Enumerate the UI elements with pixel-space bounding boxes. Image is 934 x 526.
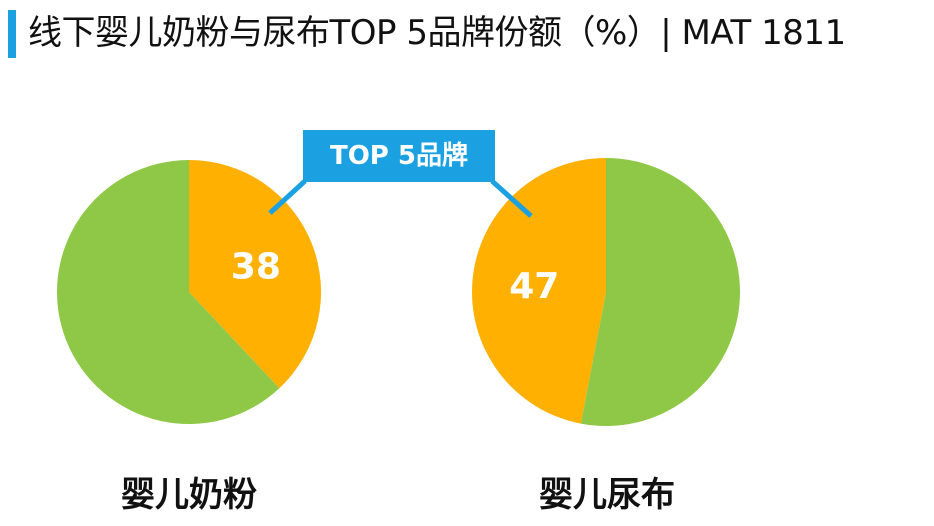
slice-top5 xyxy=(189,160,322,389)
callout-connector-left xyxy=(268,179,307,215)
pie-caption-milk-powder: 婴儿奶粉 xyxy=(121,475,257,515)
title-accent-bar xyxy=(8,10,16,58)
slice-top5 xyxy=(471,158,606,424)
pie-caption-diapers: 婴儿尿布 xyxy=(539,475,675,515)
callout-connector-right xyxy=(490,179,533,218)
top5-callout-box: TOP 5品牌 xyxy=(303,130,495,182)
slice-others xyxy=(580,158,740,426)
slice-value-label: 47 xyxy=(509,266,559,307)
pie-chart-diapers: 47 xyxy=(471,158,740,426)
pie-chart-milk-powder: 38 xyxy=(57,160,322,424)
slice-others xyxy=(57,160,280,424)
slice-value-label: 38 xyxy=(231,246,281,287)
chart-title: 线下婴儿奶粉与尿布TOP 5品牌份额（%）| MAT 1811 xyxy=(28,13,846,53)
